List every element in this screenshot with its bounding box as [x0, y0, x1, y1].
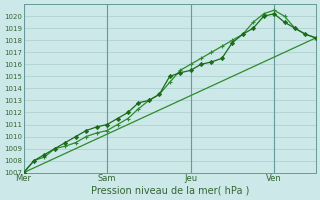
X-axis label: Pression niveau de la mer( hPa ): Pression niveau de la mer( hPa ) [91, 186, 249, 196]
